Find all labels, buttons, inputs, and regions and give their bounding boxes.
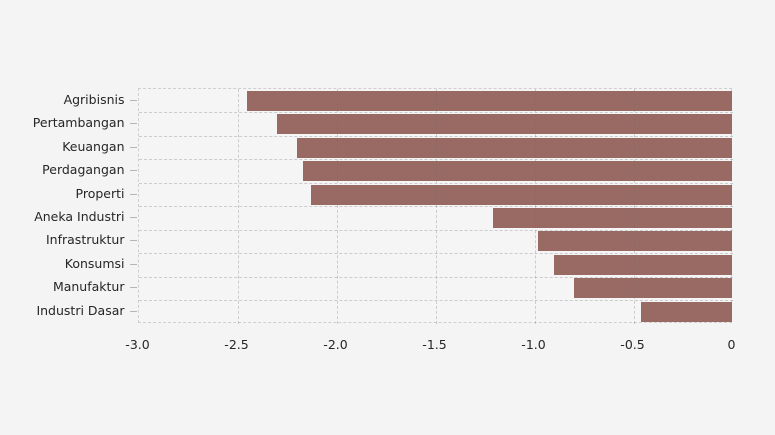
bar-infrastruktur: [538, 231, 733, 252]
y-tick-mark: [129, 310, 137, 312]
x-tick-label--2.5: -2.5: [224, 336, 249, 352]
y-tick-mark: [129, 146, 137, 148]
x-tick-label--2.0: -2.0: [323, 336, 348, 352]
x-tick-label--1.0: -1.0: [521, 336, 546, 352]
y-tick-mark: [129, 287, 137, 289]
bar-properti: [310, 184, 733, 205]
bar-agribisnis: [247, 90, 733, 111]
y-tick-mark: [129, 193, 137, 195]
plot-area: [137, 88, 733, 324]
category-label-pertambangan: Pertambangan: [32, 115, 125, 131]
gridline-horizontal: [138, 300, 733, 302]
category-label-manufaktur: Manufaktur: [52, 279, 125, 295]
bar-industri-dasar: [641, 301, 733, 322]
x-tick-label--1.5: -1.5: [422, 336, 447, 352]
gridline-horizontal: [138, 276, 733, 278]
gridline-vertical: [633, 89, 635, 324]
x-tick-label--3.0: -3.0: [125, 336, 150, 352]
category-label-konsumsi: Konsumsi: [64, 255, 125, 271]
y-tick-mark: [129, 240, 137, 242]
gridline-vertical: [237, 89, 239, 324]
gridline-horizontal: [138, 135, 733, 137]
gridline-horizontal: [138, 182, 733, 184]
gridline-vertical: [435, 89, 437, 324]
bar-perdagangan: [302, 161, 733, 182]
x-tick-label--0.5: -0.5: [620, 336, 645, 352]
category-label-infrastruktur: Infrastruktur: [46, 232, 125, 248]
bar-manufaktur: [574, 278, 733, 299]
y-tick-mark: [129, 99, 137, 101]
bar-aneka-industri: [492, 207, 733, 228]
y-tick-mark: [129, 216, 137, 218]
category-label-agribisnis: Agribisnis: [63, 91, 125, 107]
category-label-keuangan: Keuangan: [62, 138, 125, 154]
gridline-horizontal: [138, 112, 733, 114]
bar-konsumsi: [554, 254, 733, 275]
gridline-horizontal: [138, 206, 733, 208]
y-tick-mark: [129, 170, 137, 172]
gridline-vertical: [534, 89, 536, 324]
gridline-vertical: [336, 89, 338, 324]
x-tick-label-0: 0: [727, 336, 736, 352]
gridline-horizontal: [138, 159, 733, 161]
category-label-perdagangan: Perdagangan: [42, 162, 125, 178]
category-label-properti: Properti: [75, 185, 125, 201]
category-label-aneka-industri: Aneka Industri: [34, 208, 125, 224]
y-tick-mark: [129, 263, 137, 265]
category-label-industri-dasar: Industri Dasar: [36, 302, 125, 318]
y-tick-mark: [129, 123, 137, 125]
bar-keuangan: [296, 137, 733, 158]
gridline-horizontal: [138, 229, 733, 231]
bar-pertambangan: [277, 114, 733, 135]
gridline-horizontal: [138, 253, 733, 255]
